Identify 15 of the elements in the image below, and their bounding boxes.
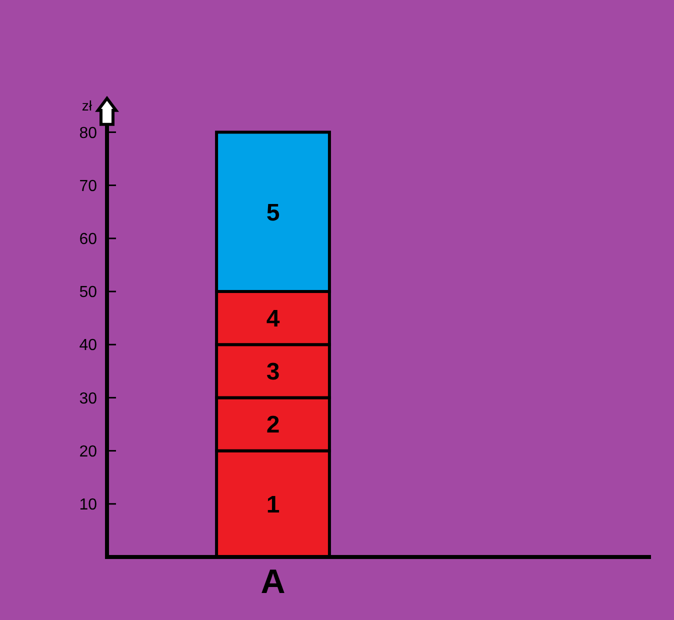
- series-label: 2: [266, 412, 280, 439]
- series-label: 5: [266, 199, 280, 226]
- y-tick-label: 50: [79, 284, 98, 302]
- series-label: 1: [266, 491, 280, 518]
- y-tick-label: 40: [79, 337, 98, 354]
- y-axis-title: zł: [82, 97, 93, 114]
- series-label: 3: [266, 358, 280, 386]
- y-tick-label: 60: [79, 231, 98, 248]
- series-label: 4: [266, 305, 280, 332]
- y-tick-label: 10: [79, 496, 98, 514]
- y-tick-label: 20: [79, 443, 98, 460]
- y-tick-label: 70: [79, 178, 98, 195]
- y-tick-label: 30: [79, 390, 98, 408]
- x-tick-label: A: [260, 563, 286, 601]
- y-tick-label: 80: [79, 124, 98, 142]
